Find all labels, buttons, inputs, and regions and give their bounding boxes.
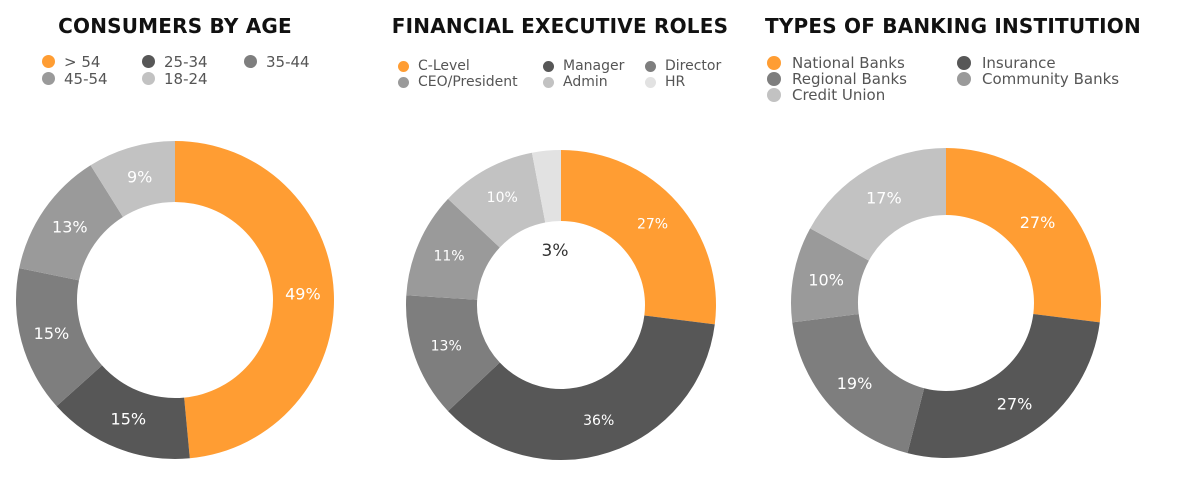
donut-chart: 27% 36% 13% 11% 10% 3%	[406, 150, 716, 460]
chart-types-of-banking-institution: TYPES OF BANKING INSTITUTION National Ba…	[765, 0, 1141, 498]
chart-title: CONSUMERS BY AGE	[58, 14, 292, 38]
data-label-45-54: 13%	[52, 218, 88, 237]
legend: C-Level Manager Director CEO/President Admin…	[398, 58, 745, 90]
legend-swatch	[767, 88, 781, 102]
legend-label: CEO/President	[418, 74, 518, 90]
slice-regional-banks	[792, 314, 925, 454]
legend-swatch	[767, 72, 781, 86]
legend-item-national-banks: National Banks	[767, 54, 957, 72]
legend-swatch	[142, 55, 155, 68]
data-label-regional-banks: 19%	[837, 374, 873, 393]
legend-item-hr: HR	[645, 74, 745, 90]
legend-label: Insurance	[982, 54, 1056, 72]
legend-label: Credit Union	[792, 86, 886, 104]
legend-item-insurance: Insurance	[957, 54, 1147, 72]
legend-item-35-44: 35-44	[244, 52, 344, 71]
data-label-insurance: 27%	[997, 394, 1033, 413]
slice-manager	[448, 315, 715, 460]
legend-item-regional-banks: Regional Banks	[767, 70, 957, 88]
slice-45-54	[19, 165, 123, 281]
legend-item-18-24: 18-24	[142, 69, 244, 88]
data-label-hr: 3%	[542, 241, 569, 261]
legend-label: Manager	[563, 58, 625, 74]
legend: National Banks Insurance Regional Banks Com…	[767, 54, 1147, 104]
legend-label: National Banks	[792, 54, 905, 72]
legend-swatch	[42, 72, 55, 85]
legend-label: 18-24	[164, 69, 208, 88]
legend-item-25-34: 25-34	[142, 52, 244, 71]
legend-swatch	[142, 72, 155, 85]
slice-credit-union	[810, 148, 946, 261]
legend-swatch	[398, 76, 409, 88]
slice-c-level	[561, 150, 716, 325]
legend-label: C-Level	[418, 58, 470, 74]
legend-label: Admin	[563, 74, 608, 90]
data-label-community-banks: 10%	[808, 271, 844, 290]
chart-title: FINANCIAL EXECUTIVE ROLES	[391, 14, 729, 38]
slice-admin	[448, 152, 546, 248]
slice-director	[406, 295, 500, 412]
donut-chart: 49% 15% 15% 13% 9%	[16, 141, 334, 459]
slice-ceo-president	[406, 198, 500, 300]
legend-swatch	[645, 76, 656, 88]
data-label-25-34: 15%	[111, 410, 147, 429]
legend-item-credit-union: Credit Union	[767, 86, 957, 104]
legend-item-ceo-president: CEO/President	[398, 74, 543, 90]
legend-swatch	[244, 55, 257, 68]
legend-label: Community Banks	[982, 70, 1120, 88]
legend-item-45-54: 45-54	[42, 69, 142, 88]
legend-item-community-banks: Community Banks	[957, 70, 1147, 88]
legend-item-c-level: C-Level	[398, 58, 543, 74]
chart-consumers-by-age: CONSUMERS BY AGE > 54 25-34 35-44 45-54 18-2…	[0, 0, 350, 498]
legend-label: > 54	[64, 52, 101, 71]
legend-item-manager: Manager	[543, 58, 645, 74]
data-label-ceo-president: 11%	[433, 249, 464, 265]
donut-chart: 27% 27% 19% 10% 17%	[791, 148, 1101, 458]
legend-swatch	[767, 56, 781, 70]
slice-national-banks	[946, 148, 1101, 323]
slice-community-banks	[791, 228, 869, 323]
legend: > 54 25-34 35-44 45-54 18-24	[42, 52, 344, 88]
slice-25-34	[56, 365, 190, 459]
legend-swatch	[543, 60, 554, 72]
legend-swatch	[543, 76, 554, 88]
legend-label: Director	[665, 58, 722, 74]
slice-hr	[531, 150, 561, 223]
legend-label: 35-44	[266, 52, 310, 71]
legend-swatch	[645, 60, 656, 72]
chart-financial-executive-roles: FINANCIAL EXECUTIVE ROLES C-Level Manager…	[380, 0, 740, 498]
data-label-c-level: 27%	[637, 216, 668, 232]
slice-54	[175, 141, 334, 459]
legend-item-admin: Admin	[543, 74, 645, 90]
legend-swatch	[398, 60, 409, 72]
legend-label: 25-34	[164, 52, 208, 71]
legend-item-director: Director	[645, 58, 745, 74]
legend-item-54: > 54	[42, 52, 142, 71]
legend-swatch	[957, 72, 971, 86]
chart-title: TYPES OF BANKING INSTITUTION	[765, 14, 1141, 38]
legend-label: 45-54	[64, 69, 108, 88]
slice-35-44	[16, 268, 103, 407]
legend-label: HR	[665, 74, 686, 90]
data-label-35-44: 15%	[34, 324, 70, 343]
legend-swatch	[957, 56, 971, 70]
data-label-54: 49%	[285, 285, 321, 304]
data-label-admin: 10%	[487, 190, 518, 206]
legend-swatch	[42, 55, 55, 68]
slice-insurance	[907, 314, 1100, 458]
slice-18-24	[90, 141, 175, 217]
data-label-director: 13%	[431, 338, 462, 354]
legend-label: Regional Banks	[792, 70, 907, 88]
data-label-manager: 36%	[583, 413, 614, 429]
data-label-credit-union: 17%	[866, 188, 902, 207]
data-label-18-24: 9%	[127, 167, 152, 186]
data-label-national-banks: 27%	[1020, 213, 1056, 232]
